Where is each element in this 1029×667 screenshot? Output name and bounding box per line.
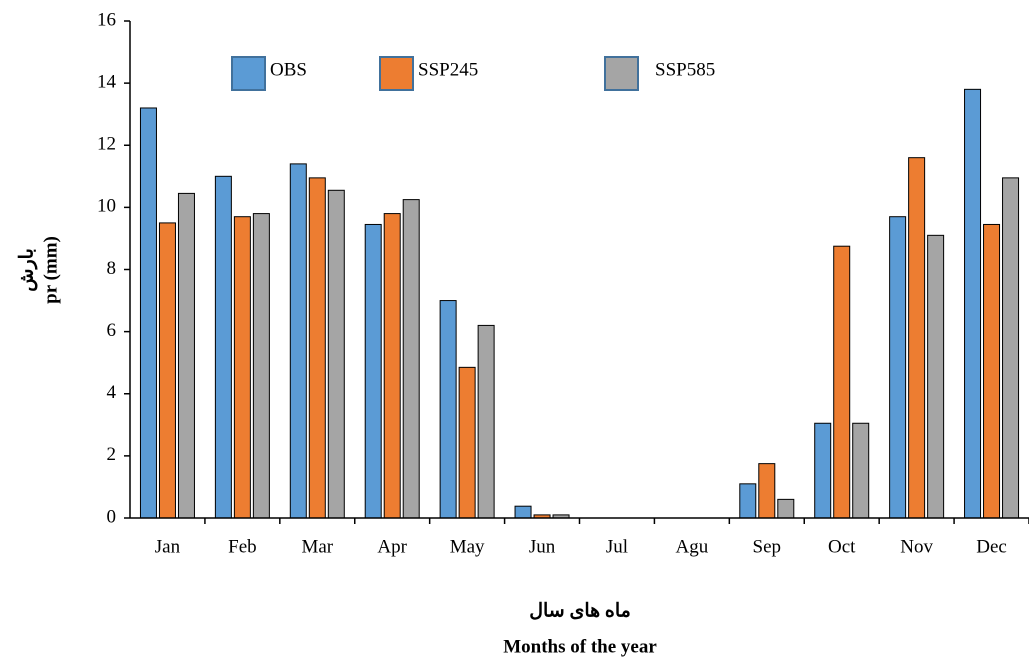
- bar: [777, 498, 795, 519]
- legend-swatch: [379, 56, 414, 91]
- x-tick-label: Jan: [155, 536, 181, 557]
- bar: [477, 324, 495, 519]
- x-axis-title: ماه های سال: [529, 600, 631, 621]
- bar: [983, 223, 1001, 519]
- legend-label: OBS: [270, 59, 307, 80]
- bar: [852, 422, 870, 519]
- legend-swatch: [604, 56, 639, 91]
- bar: [514, 505, 532, 519]
- x-tick-label: Oct: [828, 536, 856, 557]
- bar: [308, 177, 326, 519]
- x-tick-label: Jun: [529, 536, 556, 557]
- bar: [139, 107, 157, 519]
- y-tick-label: 16: [97, 9, 116, 30]
- bar: [833, 245, 851, 519]
- x-tick-label: Feb: [228, 536, 257, 557]
- y-tick-label: 12: [97, 134, 116, 155]
- x-tick-label: Sep: [753, 536, 782, 557]
- bar: [908, 157, 926, 519]
- x-axis-title: Months of the year: [503, 636, 657, 657]
- bar: [439, 300, 457, 519]
- bar: [889, 216, 907, 519]
- x-tick-label: May: [450, 536, 485, 557]
- x-tick-label: Agu: [676, 536, 709, 557]
- y-tick-label: 8: [107, 258, 117, 279]
- legend-label: SSP245: [418, 59, 478, 80]
- bar: [158, 222, 176, 519]
- bar: [402, 199, 420, 519]
- x-tick-label: Apr: [377, 536, 407, 557]
- x-tick-label: Dec: [976, 536, 1007, 557]
- bar: [927, 234, 945, 519]
- x-tick-label: Nov: [900, 536, 933, 557]
- y-tick-label: 10: [97, 196, 116, 217]
- y-tick-label: 6: [107, 320, 117, 341]
- bar: [383, 213, 401, 519]
- bar: [1002, 177, 1020, 519]
- bar: [964, 88, 982, 519]
- bar: [233, 216, 251, 519]
- x-tick-label: Mar: [301, 536, 333, 557]
- legend-swatch: [231, 56, 266, 91]
- bar: [289, 163, 307, 519]
- bar: [739, 483, 757, 519]
- y-tick-label: 2: [107, 444, 117, 465]
- bar: [177, 192, 195, 519]
- y-axis-title: pr (mm): [40, 236, 61, 304]
- bar: [252, 213, 270, 519]
- bar: [364, 223, 382, 519]
- bar: [458, 366, 476, 519]
- bar: [814, 422, 832, 519]
- bar: [327, 189, 345, 519]
- y-tick-label: 4: [107, 382, 117, 403]
- legend-label: SSP585: [655, 59, 715, 80]
- y-tick-label: 14: [97, 71, 117, 92]
- bar: [758, 463, 776, 519]
- y-axis-title: بارش: [16, 248, 37, 291]
- y-tick-label: 0: [107, 506, 117, 527]
- bar: [214, 175, 232, 519]
- x-tick-label: Jul: [606, 536, 628, 557]
